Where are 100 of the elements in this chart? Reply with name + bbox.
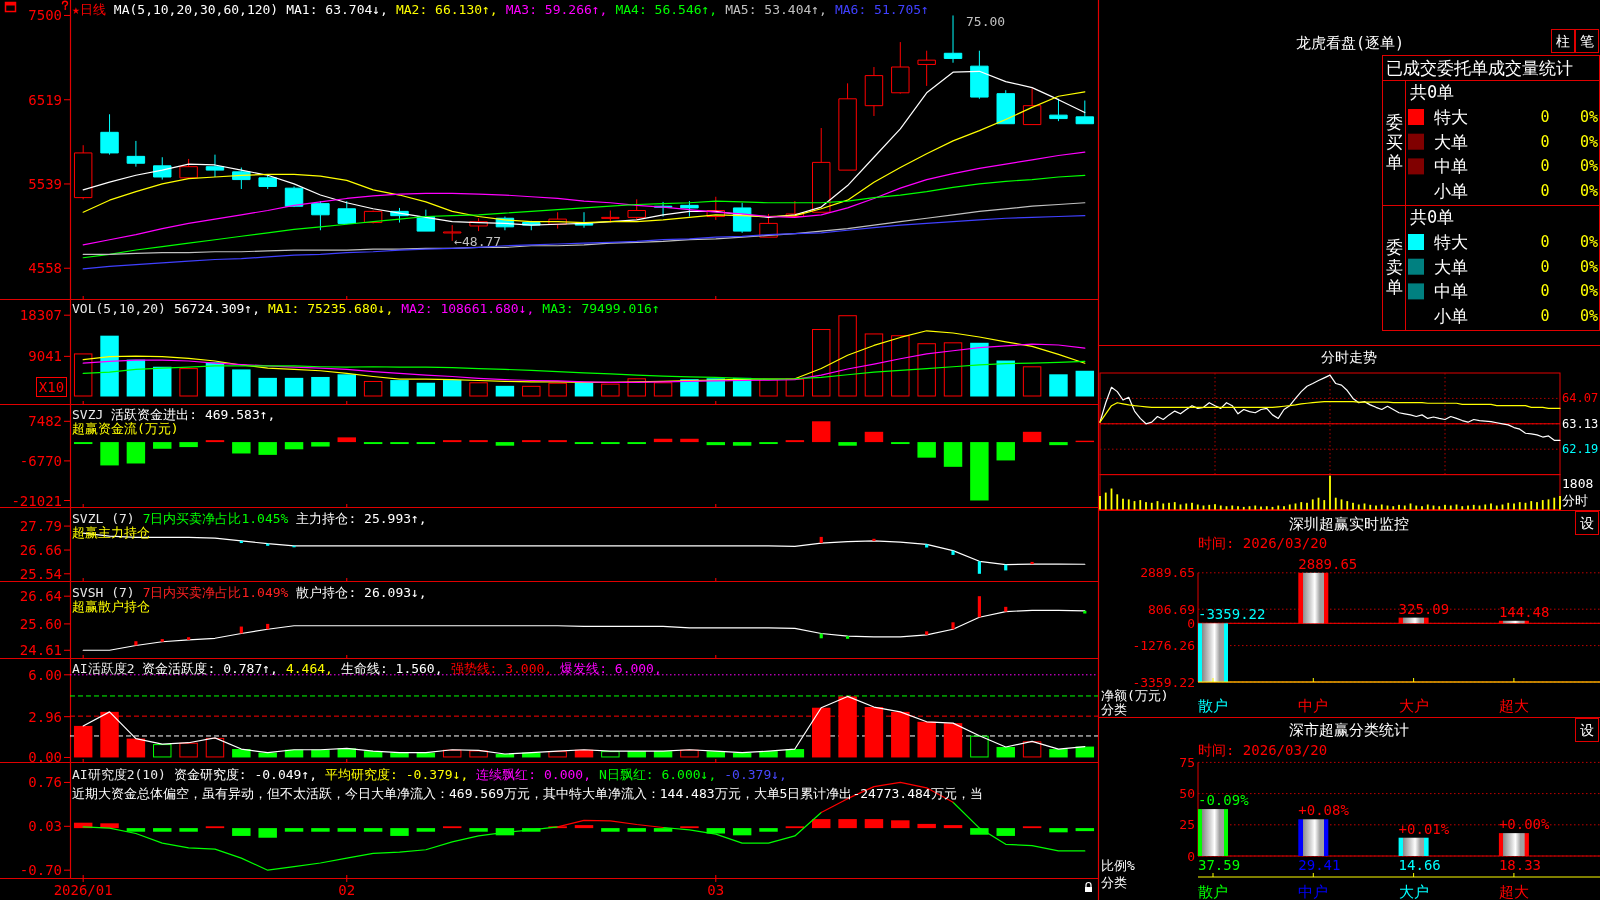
legend: MA2: 66.130↑,: [395, 1, 498, 17]
series-name: 委卖单: [1385, 237, 1403, 297]
annotation: 生命线: 1.560,: [340, 660, 443, 676]
x-tick: 超大: [1498, 882, 1529, 900]
annotation: 7日内买卖净占比1.045%: [142, 510, 289, 526]
legend: MA4: 56.546↑,: [615, 1, 718, 17]
ylabel: 净额(万元): [1101, 687, 1169, 703]
subtitle: 时间: 2026/03/20: [1198, 535, 1328, 551]
x-tick: 2026/01: [53, 882, 113, 898]
x-tick: 02: [338, 882, 356, 898]
annotation: +0.00%: [1498, 816, 1550, 833]
y-tick: 7500: [28, 7, 62, 24]
annotation: 资金研究度: -0.049↑,: [173, 766, 318, 782]
y-tick: -1276.26: [1132, 638, 1195, 654]
value-label: 0: [1540, 108, 1550, 126]
data-label: 2889.65: [1298, 555, 1358, 572]
x-tick: 散户: [1198, 696, 1228, 715]
y-tick: 9041: [28, 348, 62, 365]
category: 特大: [1434, 107, 1468, 127]
category: 特大: [1434, 232, 1468, 252]
title: SVSH (7): [72, 584, 135, 600]
annotation: N日飘红: 6.000↓,: [599, 766, 717, 782]
annotation: +0.08%: [1298, 802, 1349, 819]
annotation: 爆发线: 6.000,: [560, 660, 662, 676]
y-tick: 6519: [28, 91, 62, 108]
annotation: 0%: [1579, 132, 1598, 151]
legend: 资金活跃度: 0.787↑,: [142, 660, 278, 676]
x-tick: 超大: [1498, 696, 1529, 715]
annotation: 设: [1580, 722, 1594, 738]
y-tick: 75: [1179, 754, 1195, 770]
title: VOL(5,10,20): [72, 300, 166, 316]
value-label: 0: [1540, 307, 1550, 326]
annotation: 75.00: [966, 13, 1006, 29]
title: SVZJ: [72, 406, 104, 422]
annotation: 0%: [1579, 108, 1598, 126]
title: 深市超赢分类统计: [1289, 721, 1409, 739]
category: 小单: [1434, 306, 1468, 327]
x-tick: 大户: [1398, 882, 1429, 900]
annotation: 0%: [1579, 233, 1598, 251]
y-tick: 25.54: [19, 565, 62, 582]
x-tick: 散户: [1198, 882, 1228, 900]
category: 大单: [1434, 131, 1468, 152]
title: SVZL (7): [72, 510, 135, 526]
y-tick: 25.60: [19, 615, 62, 632]
annotation: 0%: [1579, 282, 1598, 301]
annotation: 设: [1580, 515, 1594, 531]
legend: 主力持仓: 25.993↑,: [296, 510, 427, 526]
legend: MA6: 51.705↑: [834, 1, 929, 17]
title: ★日线: [72, 1, 106, 17]
subtitle: 超赢资金流(万元): [72, 420, 179, 436]
x-tick: 中户: [1298, 696, 1329, 715]
annotation: 分时: [1562, 493, 1588, 509]
annotation: 4.464,: [285, 660, 333, 676]
annotation: 56724.309↑,: [173, 300, 260, 316]
y-tick: 5539: [28, 175, 62, 192]
annotation: 笔: [1580, 33, 1594, 49]
y-tick: 6.00: [28, 666, 62, 683]
subtitle: 已成交委托单成交量统计: [1386, 58, 1573, 78]
subtitle: 超赢散户持仓: [72, 598, 150, 614]
annotation: -0.379↓,: [724, 766, 787, 782]
category: 中单: [1434, 281, 1468, 302]
total: 共0单: [1410, 82, 1455, 102]
category: 小单: [1434, 181, 1468, 202]
title: 深圳超赢实时监控: [1289, 515, 1409, 533]
ylabel: X10: [38, 379, 65, 395]
y-tick: -3359.22: [1132, 674, 1195, 690]
annotation: MA(5,10,20,30,60,120): [113, 1, 279, 17]
data-label: 325.09: [1398, 600, 1450, 617]
y-tick: 7482: [28, 413, 62, 430]
x-tick: 大户: [1398, 696, 1429, 715]
legend: 散户持仓: 26.093↓,: [296, 584, 427, 600]
annotation: 0%: [1579, 157, 1598, 176]
ylabel: 比例%: [1101, 857, 1135, 873]
data-label: 37.59: [1198, 857, 1241, 873]
y-tick: 0: [1187, 848, 1195, 864]
value-label: 0: [1540, 182, 1550, 201]
legend: MA3: 79499.016↑: [542, 300, 660, 316]
legend: MA1: 75235.680↓,: [268, 300, 394, 316]
legend: MA3: 59.266↑,: [505, 1, 608, 17]
annotation: +0.01%: [1398, 820, 1450, 837]
value-label: 0: [1540, 132, 1550, 151]
y-tick: 806.69: [1148, 601, 1195, 617]
annotation: 连续飘红: 0.000,: [476, 766, 591, 782]
category: 大单: [1434, 256, 1468, 277]
title: AI活跃度2: [72, 660, 135, 676]
annotation: 平均研究度: -0.379↓,: [325, 766, 469, 782]
y-tick: 2.96: [28, 708, 62, 725]
y-tick: 2889.65: [1140, 565, 1195, 581]
annotation: 7日内买卖净占比1.049%: [142, 584, 289, 600]
xlabel: 分类: [1101, 701, 1127, 717]
annotation: ←48.77: [454, 234, 502, 250]
y-tick: 24.61: [19, 642, 62, 659]
annotation: 0%: [1579, 257, 1598, 276]
legend: MA2: 108661.680↓,: [401, 300, 535, 316]
annotation: 0%: [1579, 307, 1598, 326]
xlabel: 分类: [1101, 875, 1127, 890]
y-tick: 26.66: [19, 542, 62, 559]
y-tick: 63.13: [1562, 416, 1599, 431]
y-tick: 0.00: [28, 749, 62, 766]
title: 龙虎看盘(逐单): [1295, 34, 1405, 52]
